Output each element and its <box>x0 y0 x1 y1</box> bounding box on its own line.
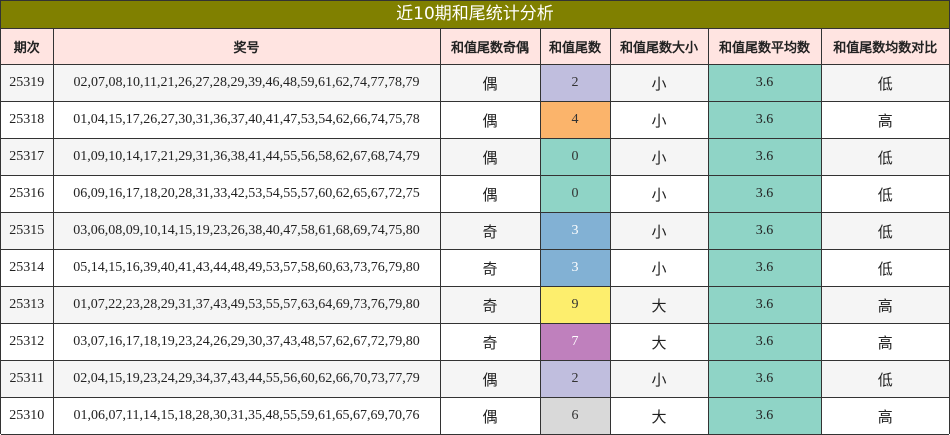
header-average: 和值尾数平均数 <box>707 29 822 65</box>
compare-cell: 低 <box>820 249 949 287</box>
issue-cell: 25310 <box>1 397 54 435</box>
parity-cell: 奇 <box>439 286 541 324</box>
average-cell: 3.6 <box>707 138 822 176</box>
size-cell: 大 <box>609 323 709 361</box>
table-row: 25314 05,14,15,16,39,40,41,43,44,48,49,53… <box>1 249 949 287</box>
tail-cell: 3 <box>539 249 611 287</box>
tail-cell: 2 <box>539 64 611 102</box>
numbers-cell: 03,06,08,09,10,14,15,19,23,26,38,40,47,5… <box>52 212 441 250</box>
issue-cell: 25313 <box>1 286 54 324</box>
table-row: 25310 01,06,07,11,14,15,18,28,30,31,35,48… <box>1 397 949 435</box>
header-size: 和值尾数大小 <box>609 29 709 65</box>
issue-cell: 25315 <box>1 212 54 250</box>
table-row: 25315 03,06,08,09,10,14,15,19,23,26,38,40… <box>1 212 949 250</box>
parity-cell: 偶 <box>439 397 541 435</box>
average-cell: 3.6 <box>707 360 822 398</box>
issue-cell: 25319 <box>1 64 54 102</box>
size-cell: 小 <box>609 64 709 102</box>
parity-cell: 偶 <box>439 101 541 139</box>
stats-table: 期次 奖号 和值尾数奇偶 和值尾数 和值尾数大小 和值尾数平均数 和值尾数均数对… <box>1 29 949 435</box>
table-row: 25317 01,09,10,14,17,21,29,31,36,38,41,44… <box>1 138 949 176</box>
table-row: 25318 01,04,15,17,26,27,30,31,36,37,40,41… <box>1 101 949 139</box>
tail-cell: 0 <box>539 138 611 176</box>
average-cell: 3.6 <box>707 101 822 139</box>
numbers-cell: 02,07,08,10,11,21,26,27,28,29,39,46,48,5… <box>52 64 441 102</box>
average-cell: 3.6 <box>707 175 822 213</box>
average-cell: 3.6 <box>707 286 822 324</box>
numbers-cell: 02,04,15,19,23,24,29,34,37,43,44,55,56,6… <box>52 360 441 398</box>
issue-cell: 25318 <box>1 101 54 139</box>
compare-cell: 高 <box>820 323 949 361</box>
size-cell: 大 <box>609 286 709 324</box>
header-row: 期次 奖号 和值尾数奇偶 和值尾数 和值尾数大小 和值尾数平均数 和值尾数均数对… <box>1 29 949 65</box>
parity-cell: 偶 <box>439 175 541 213</box>
header-tail: 和值尾数 <box>539 29 611 65</box>
issue-cell: 25316 <box>1 175 54 213</box>
issue-cell: 25317 <box>1 138 54 176</box>
numbers-cell: 01,04,15,17,26,27,30,31,36,37,40,41,47,5… <box>52 101 441 139</box>
header-compare: 和值尾数均数对比 <box>820 29 949 65</box>
header-issue: 期次 <box>1 29 54 65</box>
numbers-cell: 06,09,16,17,18,20,28,31,33,42,53,54,55,5… <box>52 175 441 213</box>
size-cell: 小 <box>609 175 709 213</box>
average-cell: 3.6 <box>707 64 822 102</box>
parity-cell: 偶 <box>439 360 541 398</box>
compare-cell: 低 <box>820 138 949 176</box>
numbers-cell: 01,07,22,23,28,29,31,37,43,49,53,55,57,6… <box>52 286 441 324</box>
average-cell: 3.6 <box>707 249 822 287</box>
parity-cell: 偶 <box>439 64 541 102</box>
size-cell: 小 <box>609 138 709 176</box>
tail-cell: 6 <box>539 397 611 435</box>
numbers-cell: 05,14,15,16,39,40,41,43,44,48,49,53,57,5… <box>52 249 441 287</box>
parity-cell: 偶 <box>439 138 541 176</box>
table-row: 25313 01,07,22,23,28,29,31,37,43,49,53,55… <box>1 286 949 324</box>
compare-cell: 高 <box>820 397 949 435</box>
compare-cell: 高 <box>820 286 949 324</box>
issue-cell: 25312 <box>1 323 54 361</box>
table-row: 25319 02,07,08,10,11,21,26,27,28,29,39,46… <box>1 64 949 102</box>
parity-cell: 奇 <box>439 323 541 361</box>
table-row: 25311 02,04,15,19,23,24,29,34,37,43,44,55… <box>1 360 949 398</box>
table-row: 25312 03,07,16,17,18,19,23,24,26,29,30,37… <box>1 323 949 361</box>
size-cell: 小 <box>609 101 709 139</box>
size-cell: 大 <box>609 397 709 435</box>
tail-cell: 0 <box>539 175 611 213</box>
parity-cell: 奇 <box>439 249 541 287</box>
parity-cell: 奇 <box>439 212 541 250</box>
tail-cell: 9 <box>539 286 611 324</box>
compare-cell: 低 <box>820 212 949 250</box>
size-cell: 小 <box>609 249 709 287</box>
average-cell: 3.6 <box>707 323 822 361</box>
average-cell: 3.6 <box>707 397 822 435</box>
panel-title: 近10期和尾统计分析 <box>1 1 949 29</box>
tail-cell: 3 <box>539 212 611 250</box>
header-numbers: 奖号 <box>52 29 441 65</box>
compare-cell: 高 <box>820 101 949 139</box>
header-parity: 和值尾数奇偶 <box>439 29 541 65</box>
tail-cell: 7 <box>539 323 611 361</box>
issue-cell: 25311 <box>1 360 54 398</box>
size-cell: 小 <box>609 212 709 250</box>
numbers-cell: 01,06,07,11,14,15,18,28,30,31,35,48,55,5… <box>52 397 441 435</box>
compare-cell: 低 <box>820 360 949 398</box>
numbers-cell: 03,07,16,17,18,19,23,24,26,29,30,37,43,4… <box>52 323 441 361</box>
size-cell: 小 <box>609 360 709 398</box>
numbers-cell: 01,09,10,14,17,21,29,31,36,38,41,44,55,5… <box>52 138 441 176</box>
issue-cell: 25314 <box>1 249 54 287</box>
average-cell: 3.6 <box>707 212 822 250</box>
table-row: 25316 06,09,16,17,18,20,28,31,33,42,53,54… <box>1 175 949 213</box>
tail-cell: 4 <box>539 101 611 139</box>
tail-cell: 2 <box>539 360 611 398</box>
compare-cell: 低 <box>820 175 949 213</box>
compare-cell: 低 <box>820 64 949 102</box>
